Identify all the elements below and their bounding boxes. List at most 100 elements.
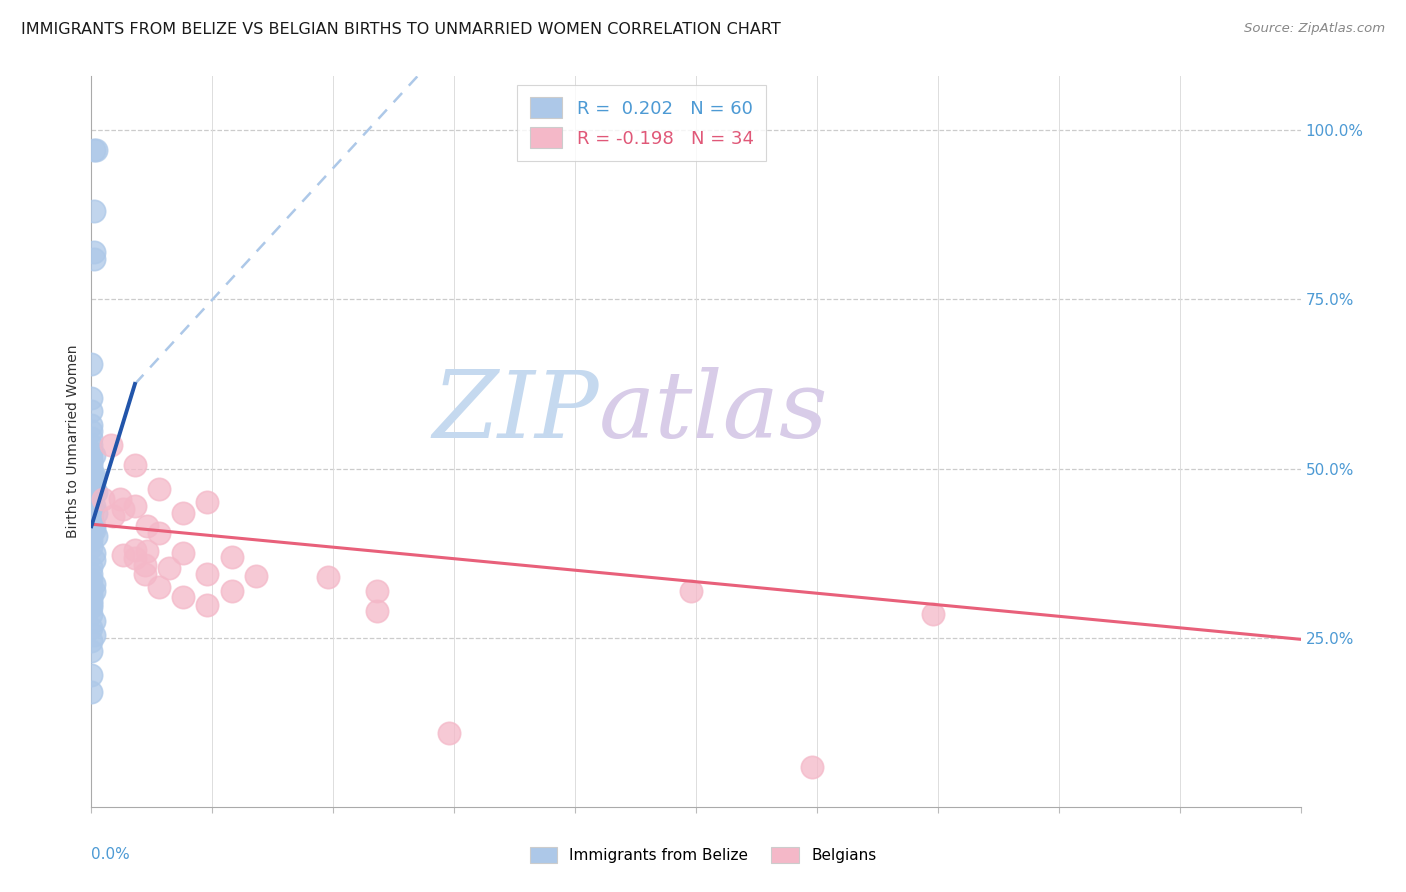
Point bbox=[83, 546, 105, 560]
Point bbox=[80, 533, 103, 547]
Point bbox=[80, 600, 103, 615]
Point bbox=[439, 725, 461, 739]
Point bbox=[80, 478, 103, 492]
Point bbox=[148, 482, 170, 496]
Point bbox=[80, 444, 103, 458]
Point bbox=[80, 593, 103, 607]
Point bbox=[80, 526, 103, 541]
Point bbox=[366, 583, 388, 598]
Point bbox=[83, 472, 105, 486]
Point bbox=[84, 506, 107, 520]
Point bbox=[83, 468, 105, 483]
Point bbox=[93, 492, 115, 507]
Point bbox=[83, 244, 105, 259]
Point bbox=[124, 551, 146, 566]
Point bbox=[124, 458, 146, 473]
Point bbox=[172, 591, 194, 605]
Point bbox=[148, 580, 170, 594]
Point bbox=[197, 599, 219, 613]
Point bbox=[148, 526, 170, 541]
Point bbox=[83, 482, 105, 496]
Point bbox=[136, 544, 159, 558]
Point bbox=[124, 542, 146, 557]
Point bbox=[221, 549, 243, 564]
Point bbox=[221, 583, 243, 598]
Point bbox=[80, 391, 103, 405]
Point bbox=[111, 549, 134, 563]
Point bbox=[124, 499, 146, 513]
Text: 0.0%: 0.0% bbox=[91, 847, 131, 863]
Point bbox=[80, 425, 103, 439]
Point bbox=[83, 475, 105, 490]
Point bbox=[197, 495, 219, 509]
Point bbox=[134, 558, 156, 572]
Point bbox=[80, 685, 103, 699]
Point bbox=[100, 438, 122, 452]
Point bbox=[110, 492, 132, 507]
Point bbox=[80, 516, 103, 530]
Point bbox=[136, 519, 159, 533]
Legend: Immigrants from Belize, Belgians: Immigrants from Belize, Belgians bbox=[522, 839, 884, 871]
Point bbox=[197, 566, 219, 581]
Point bbox=[80, 512, 103, 526]
Point bbox=[83, 583, 105, 598]
Point bbox=[80, 587, 103, 601]
Point bbox=[80, 644, 103, 658]
Point bbox=[80, 591, 103, 605]
Point bbox=[80, 607, 103, 622]
Point bbox=[80, 461, 103, 475]
Point bbox=[318, 570, 340, 584]
Point bbox=[80, 559, 103, 574]
Text: IMMIGRANTS FROM BELIZE VS BELGIAN BIRTHS TO UNMARRIED WOMEN CORRELATION CHART: IMMIGRANTS FROM BELIZE VS BELGIAN BIRTHS… bbox=[21, 22, 780, 37]
Point bbox=[801, 759, 824, 773]
Point bbox=[681, 583, 703, 598]
Point bbox=[80, 489, 103, 503]
Point bbox=[83, 553, 105, 567]
Point bbox=[80, 502, 103, 516]
Point bbox=[80, 451, 103, 466]
Point bbox=[80, 621, 103, 635]
Point bbox=[84, 144, 107, 158]
Point bbox=[80, 465, 103, 479]
Point bbox=[80, 540, 103, 554]
Point bbox=[172, 546, 194, 560]
Point bbox=[80, 597, 103, 611]
Point bbox=[80, 566, 103, 581]
Point bbox=[83, 614, 105, 628]
Point bbox=[83, 627, 105, 641]
Point bbox=[111, 502, 134, 516]
Point bbox=[80, 574, 103, 588]
Point bbox=[80, 438, 103, 452]
Point bbox=[80, 417, 103, 432]
Point bbox=[80, 634, 103, 648]
Point bbox=[83, 519, 105, 533]
Text: atlas: atlas bbox=[599, 368, 828, 458]
Point bbox=[83, 499, 105, 513]
Point bbox=[84, 529, 107, 543]
Point bbox=[157, 560, 180, 574]
Legend: R =  0.202   N = 60, R = -0.198   N = 34: R = 0.202 N = 60, R = -0.198 N = 34 bbox=[517, 85, 766, 161]
Point bbox=[80, 580, 103, 594]
Point bbox=[101, 509, 124, 524]
Point bbox=[134, 566, 156, 581]
Y-axis label: Births to Unmarried Women: Births to Unmarried Women bbox=[66, 345, 80, 538]
Point bbox=[80, 404, 103, 418]
Point bbox=[83, 144, 105, 158]
Point bbox=[83, 204, 105, 219]
Text: ZIP: ZIP bbox=[433, 368, 599, 458]
Text: Source: ZipAtlas.com: Source: ZipAtlas.com bbox=[1244, 22, 1385, 36]
Point bbox=[80, 431, 103, 445]
Point bbox=[245, 568, 267, 582]
Point bbox=[84, 485, 107, 500]
Point bbox=[80, 357, 103, 371]
Point bbox=[80, 455, 103, 469]
Point bbox=[172, 506, 194, 520]
Point bbox=[80, 492, 103, 507]
Point bbox=[922, 607, 945, 622]
Point bbox=[80, 509, 103, 524]
Point bbox=[83, 576, 105, 591]
Point bbox=[80, 668, 103, 682]
Point bbox=[80, 458, 103, 473]
Point bbox=[83, 252, 105, 266]
Point bbox=[83, 448, 105, 462]
